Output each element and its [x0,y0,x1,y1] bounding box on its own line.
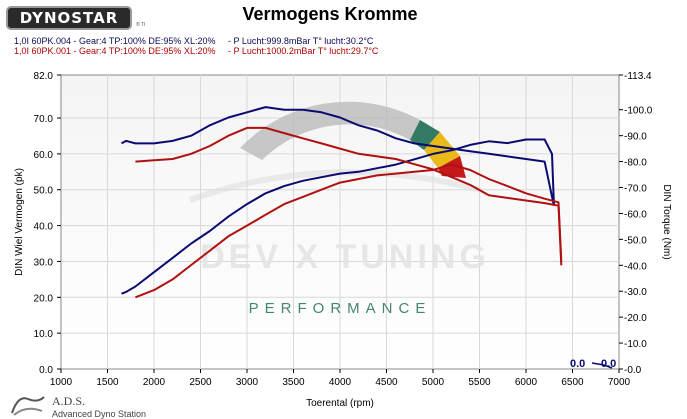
y-right-tick-label-0: -0.0 [624,365,642,376]
x-tick-label-2: 2000 [143,377,166,388]
y-right-tick-label-9: -90.0 [624,132,647,143]
logo-subtext: ® TI [136,22,146,28]
y-axis-right-label: DIN Torque (Nm) [661,184,672,259]
readout-marker [591,362,613,369]
x-tick-label-3: 2500 [189,377,212,388]
run-1-desc: Gear:4 TP:100% DE:95% XL:20% [79,36,216,46]
gauge-segment-green [410,120,440,150]
y-left-tick-label-4: 40.0 [34,222,54,233]
readout-value-right: 0.0 [601,358,616,370]
y-right-tick-label-3: -30.0 [624,287,647,298]
x-tick-label-7: 4500 [375,377,398,388]
watermark-brand-text: DEV X TUNING [200,238,490,276]
grid-lines [61,75,619,369]
y-right-tick-label-2: -20.0 [624,313,647,324]
y-left-tick-label-6: 60.0 [34,150,54,161]
run-1-id: 1,0I 60PK.004 [14,36,72,46]
chart-title: Vermogens Kromme [242,4,418,24]
ads-logo-icon [11,396,45,416]
devx-watermark: DEV X TUNING PERFORMANCE [188,101,490,317]
run-2-desc: Gear:4 TP:100% DE:95% XL:20% [79,46,216,56]
x-tick-label-10: 6000 [515,377,538,388]
y-right-tick-label-1: -10.0 [624,339,647,350]
gauge-arc-grey [240,101,420,160]
footer-brand: A.D.S. [52,394,86,408]
x-axis-label: Toerental (rpm) [306,398,374,409]
series-line-2-power [135,163,563,299]
run-1-conditions: - P Lucht:999.8mBar T° lucht:30.2°C [227,36,374,46]
x-tick-label-0: 1000 [50,377,73,388]
y-left-tick-label-8: 82.0 [34,71,54,82]
series-line-1-torque [121,106,555,206]
watermark-swoosh [188,169,481,203]
dynostar-logo: DYNOSTAR [6,6,132,30]
series-line-0-power [121,138,555,295]
run-legend-1: 1,0I 60PK.004 - Gear:4 TP:100% DE:95% XL… [14,36,374,46]
y-left-tick-label-3: 30.0 [34,257,54,268]
y-right-tick-label-5: -50.0 [624,235,647,246]
x-tick-label-11: 6500 [561,377,584,388]
footer-subtitle: Advanced Dyno Station [52,409,147,419]
x-tick-label-1: 1500 [96,377,119,388]
y-right-tick-label-4: -40.0 [624,261,647,272]
y-right-tick-label-6: -60.0 [624,209,647,220]
series-line-3-torque [135,126,563,266]
y-left-tick-label-5: 50.0 [34,186,54,197]
gauge-segment-yellow [424,132,460,168]
y-axis-left-ticks: 0.0 10.0 20.0 30.0 40.0 50.0 60.0 70.0 82.0 [34,71,61,376]
x-tick-label-8: 5000 [422,377,445,388]
y-axis-left-label: DIN Wiel Vermogen (pk) [14,168,25,276]
x-tick-label-5: 3500 [282,377,305,388]
x-tick-label-4: 3000 [236,377,259,388]
x-tick-label-12: 7000 [608,377,631,388]
y-right-tick-label-8: -80.0 [624,158,647,169]
series-layer [121,106,563,299]
run-2-id: 1,0I 60PK.001 [14,46,72,56]
readout-value-left: 0.0 [570,358,585,370]
y-left-tick-label-0: 0.0 [39,365,53,376]
y-left-tick-label-1: 10.0 [34,329,54,340]
gauge-segment-red [438,156,466,178]
y-right-tick-label-11: -113.4 [624,71,652,82]
x-tick-label-6: 4000 [329,377,352,388]
run-legend-2: 1,0I 60PK.001 - Gear:4 TP:100% DE:95% XL… [14,46,379,56]
y-right-tick-label-7: -70.0 [624,184,647,195]
run-2-conditions: - P Lucht:1000.2mBar T° lucht:29.7°C [227,46,379,56]
y-left-tick-label-7: 70.0 [34,114,54,125]
x-axis-ticks: 1000 1500 2000 2500 3000 3500 4000 4500 5000 5500… [50,369,631,388]
y-left-tick-label-2: 20.0 [34,293,54,304]
y-right-tick-label-10: -100.0 [624,106,653,117]
watermark-tagline: PERFORMANCE [249,300,432,317]
y-axis-right-ticks: -0.0 -10.0 -20.0 -30.0 -40.0 -50.0 -60.0 -70.0 -… [619,71,653,376]
x-tick-label-9: 5500 [468,377,491,388]
